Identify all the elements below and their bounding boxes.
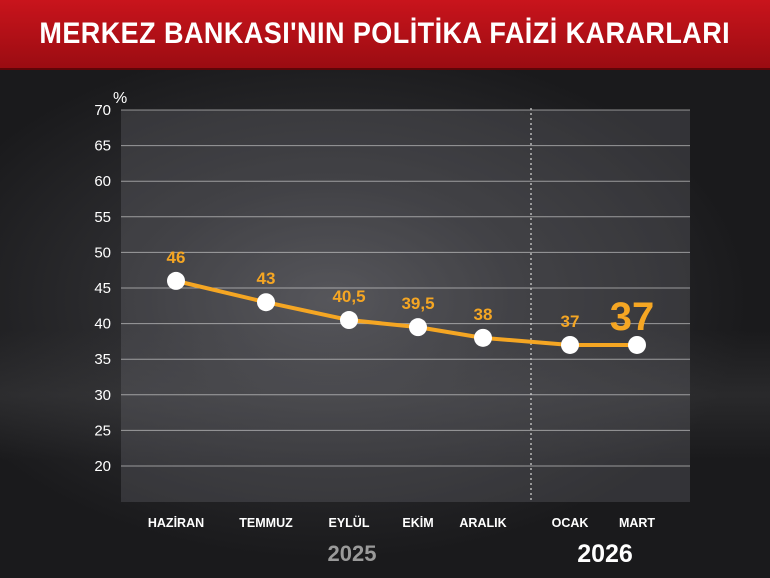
chart-title: MERKEZ BANKASI'NIN POLİTİKA FAİZİ KARARL…: [39, 17, 731, 50]
y-tick-label: 35: [94, 351, 111, 368]
data-point: [628, 335, 646, 354]
value-label: 43: [257, 269, 276, 288]
data-points: [167, 271, 646, 354]
category-label: EYLÜL: [329, 515, 370, 530]
category-labels: HAZİRAN TEMMUZ EYLÜL EKİM ARALIK OCAK MART: [148, 515, 656, 530]
y-tick-label: 30: [94, 387, 111, 404]
category-label: ARALIK: [459, 516, 506, 530]
data-point: [409, 318, 427, 337]
category-label: MART: [619, 516, 655, 530]
y-tick-label: 20: [94, 458, 111, 475]
y-tick-label: 40: [94, 316, 111, 333]
y-tick-label: 55: [94, 209, 111, 226]
data-point: [167, 271, 185, 290]
category-label: OCAK: [552, 516, 589, 530]
data-point: [474, 328, 492, 347]
y-tick-label: 65: [94, 138, 111, 155]
year-labels: 2025 2026: [328, 540, 633, 568]
gridlines: [121, 109, 690, 467]
category-label: HAZİRAN: [148, 515, 204, 530]
value-label: 39,5: [401, 294, 434, 313]
category-label: EKİM: [402, 515, 433, 530]
title-banner: MERKEZ BANKASI'NIN POLİTİKA FAİZİ KARARL…: [0, 0, 770, 70]
value-label: 38: [474, 305, 493, 324]
category-label: TEMMUZ: [239, 516, 293, 530]
y-axis-ticks: 70 65 60 55 50 45 40 35 30 25 20: [94, 102, 111, 475]
data-point: [340, 311, 358, 330]
y-tick-label: 25: [94, 422, 111, 439]
y-axis-unit: %: [113, 90, 127, 107]
value-label: 40,5: [332, 287, 365, 306]
year-label-2025: 2025: [328, 541, 377, 566]
data-point: [257, 293, 275, 312]
year-label-2026: 2026: [577, 540, 633, 568]
plot-area: [121, 110, 690, 502]
y-tick-label: 70: [94, 102, 111, 119]
y-tick-label: 50: [94, 244, 111, 261]
data-point: [561, 335, 579, 354]
value-labels: 46 43 40,5 39,5 38 37 37: [167, 248, 655, 339]
value-label: 37: [561, 312, 580, 331]
y-tick-label: 45: [94, 280, 111, 297]
value-label: 37: [610, 295, 655, 339]
y-tick-label: 60: [94, 173, 111, 190]
value-label: 46: [167, 248, 186, 267]
